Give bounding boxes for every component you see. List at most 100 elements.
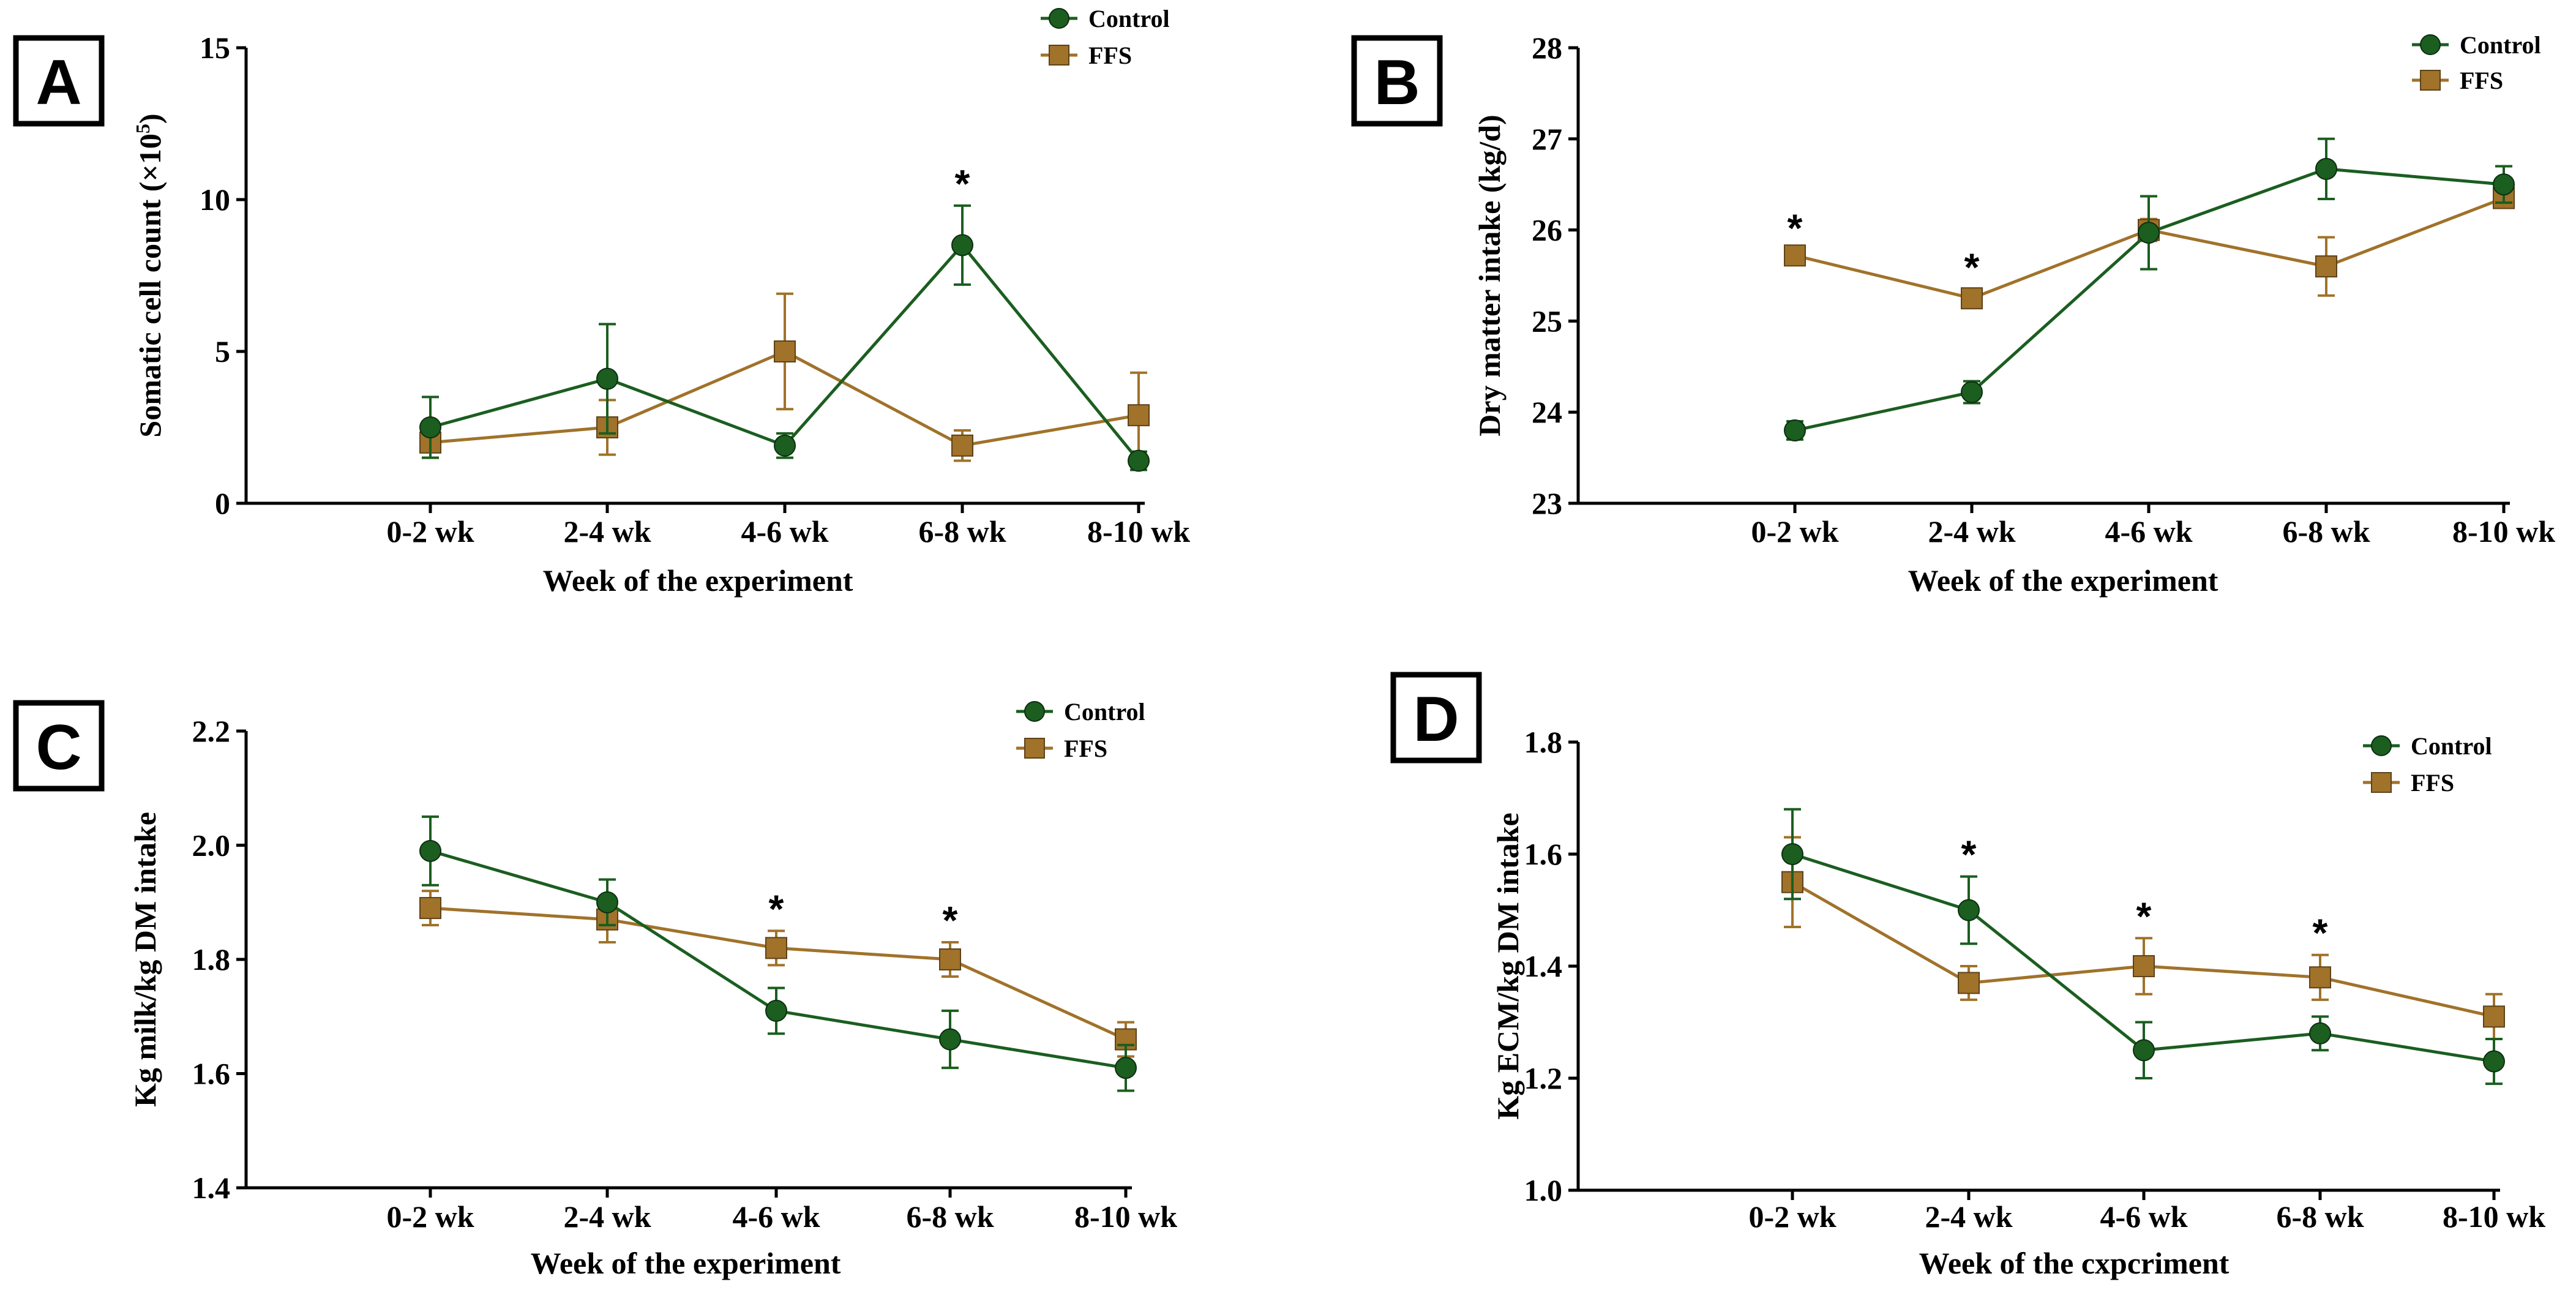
panel-b-ffs-point bbox=[1784, 244, 1806, 267]
panel-b-ytick-label: 26 bbox=[1532, 213, 1562, 247]
panel-c-ytick-label: 2.0 bbox=[192, 828, 231, 863]
panel-c-legend-control-label: Control bbox=[1064, 698, 1145, 726]
panel-a-control-point bbox=[419, 416, 441, 438]
panel-a-xtick-label: 0-2 wk bbox=[386, 514, 474, 549]
panel-b-significance-star: * bbox=[1788, 206, 1803, 250]
panel-c-letter-box bbox=[13, 700, 105, 792]
panel-d-letter: D bbox=[1413, 684, 1459, 755]
panel-b-control-series bbox=[1784, 137, 2515, 441]
panel-b-letter-box bbox=[1351, 35, 1443, 127]
panel-a-legend-ffs-label: FFS bbox=[1088, 42, 1132, 69]
panel-a-xtick-label: 4-6 wk bbox=[741, 514, 828, 549]
panel-c-ffs-series bbox=[419, 890, 1137, 1058]
panel-a-xtick-label: 8-10 wk bbox=[1087, 514, 1190, 549]
panel-c-significance-star: * bbox=[769, 887, 784, 931]
panel-c-xtick-label: 6-8 wk bbox=[906, 1199, 994, 1234]
panel-a-control-series bbox=[419, 204, 1150, 472]
panel-d-xtick-label: 6-8 wk bbox=[2276, 1199, 2364, 1234]
panel-a-significance-star: * bbox=[955, 162, 970, 206]
panel-a-xtick-label: 2-4 wk bbox=[563, 514, 651, 549]
panel-a-ffs-point bbox=[951, 434, 973, 457]
panel-a-ytick-label: 15 bbox=[200, 31, 230, 65]
panel-b-ytick-label: 24 bbox=[1532, 395, 1562, 429]
panel-b-legend-ffs-label: FFS bbox=[2460, 67, 2503, 94]
panel-a-legend-ffs-marker bbox=[1049, 45, 1069, 66]
panel-b-xtick-label: 2-4 wk bbox=[1928, 514, 2015, 549]
panel-a-ffs-point bbox=[1128, 404, 1150, 427]
panel-c-xtick-label: 8-10 wk bbox=[1074, 1199, 1177, 1234]
panel-a-x-axis-title: Week of the experiment bbox=[543, 563, 853, 598]
panel-d-y-axis-title: Kg ECM/kg DM intake bbox=[1491, 812, 1525, 1119]
panel-d-ytick-label: 1.8 bbox=[1524, 725, 1563, 759]
panel-c-xtick-label: 0-2 wk bbox=[386, 1199, 474, 1234]
panel-a-letter-box bbox=[13, 35, 105, 127]
panel-c-significance-star: * bbox=[943, 898, 958, 942]
panel-a-control-point bbox=[951, 234, 973, 257]
panel-d-ytick-label: 1.4 bbox=[1524, 949, 1563, 983]
panel-b-ytick-label: 28 bbox=[1532, 31, 1562, 65]
panel-b-ytick-label: 27 bbox=[1532, 122, 1562, 156]
panel-c-control-line bbox=[430, 849, 1126, 1070]
panel-b-control-point bbox=[2138, 222, 2160, 244]
panel-a-y-axis-title-main: Somatic cell count (×10 bbox=[133, 133, 167, 437]
panel-a-legend-control-marker bbox=[1049, 8, 1069, 29]
panel-d-ytick-label: 1.0 bbox=[1524, 1173, 1563, 1207]
panel-b-ffs-point bbox=[2315, 255, 2337, 278]
panel-d-xtick-label: 2-4 wk bbox=[1925, 1199, 2012, 1234]
panel-a-y-axis-title-sup: 5 bbox=[132, 124, 154, 133]
panel-b-control-point bbox=[2315, 157, 2337, 180]
panel-c-ytick-label: 1.6 bbox=[192, 1057, 231, 1091]
panel-d-control-series bbox=[1781, 808, 2505, 1086]
panel-d-xtick-label: 0-2 wk bbox=[1748, 1199, 1836, 1234]
panel-d-significance-star: * bbox=[2136, 894, 2152, 938]
panel-b-legend-control-marker bbox=[2420, 34, 2441, 55]
panel-c-control-point bbox=[419, 839, 441, 862]
panel-c-letter: C bbox=[36, 712, 81, 783]
panel-d-ffs-point bbox=[2483, 1005, 2505, 1028]
panel-b-y-axis-title: Dry matter intake (kg/d) bbox=[1472, 114, 1507, 436]
panel-b-xtick-label: 0-2 wk bbox=[1751, 514, 1838, 549]
panel-c-xtick-label: 2-4 wk bbox=[563, 1199, 651, 1234]
panel-d-xtick-label: 4-6 wk bbox=[2100, 1199, 2187, 1234]
panel-b-ytick-label: 25 bbox=[1532, 304, 1562, 338]
panel-c-xtick-label: 4-6 wk bbox=[732, 1199, 820, 1234]
panel-a-control-point bbox=[1128, 449, 1150, 472]
panel-a-y-axis-title: Somatic cell count (×105) bbox=[132, 113, 167, 437]
panel-c-ffs-point bbox=[939, 948, 961, 970]
panel-a-ffs-series bbox=[419, 292, 1150, 462]
panel-d-ffs-point bbox=[2133, 955, 2155, 977]
panel-a-control-point bbox=[596, 367, 618, 390]
panel-d-control-point bbox=[2133, 1039, 2155, 1062]
panel-c-control-point bbox=[939, 1028, 961, 1051]
panel-d-legend-control-label: Control bbox=[2411, 732, 2492, 760]
panel-b-letter: B bbox=[1374, 47, 1420, 118]
panel-a-control-point bbox=[774, 434, 796, 457]
panel-d-legend-ffs-marker bbox=[2371, 772, 2392, 793]
panel-b-xtick-label: 6-8 wk bbox=[2282, 514, 2370, 549]
panel-d-legend-control-marker bbox=[2371, 735, 2392, 756]
panel-c: C 1.4 1.6 1.8 2.0 2.2 0-2 wk 2-4 wk 4-6 wk 6-8 wk… bbox=[13, 698, 1177, 1280]
panel-c-y-axis-title: Kg milk/kg DM intake bbox=[128, 812, 162, 1107]
panel-d-letter-box bbox=[1390, 672, 1482, 763]
panel-b-control-point bbox=[1784, 419, 1806, 441]
panel-d-control-point bbox=[1781, 843, 1803, 865]
panel-a-ytick-label: 10 bbox=[200, 182, 230, 217]
panel-d-control-point bbox=[2483, 1050, 2505, 1073]
panel-c-ytick-label: 2.2 bbox=[192, 714, 231, 748]
panel-d-significance-star: * bbox=[2313, 911, 2328, 955]
panel-c-legend-ffs-label: FFS bbox=[1064, 735, 1107, 762]
panel-d: D 1.0 1.2 1.4 1.6 1.8 0-2 wk 2-4 wk 4-6 wk 6-8 wk… bbox=[1390, 672, 2545, 1280]
panel-d-ffs-point bbox=[1958, 972, 1980, 994]
panel-c-ytick-label: 1.4 bbox=[192, 1171, 231, 1205]
panel-a: A 0 5 10 15 0-2 wk 2-4 wk 4-6 wk 6-8 wk 8-10 wk We… bbox=[13, 5, 1190, 598]
panel-c-control-point bbox=[596, 891, 618, 913]
panel-c-legend-control-marker bbox=[1024, 701, 1045, 722]
panel-a-ffs-point bbox=[774, 340, 796, 362]
panel-c-legend-ffs-marker bbox=[1024, 738, 1045, 759]
panel-c-control-point bbox=[765, 999, 787, 1022]
panel-d-control-point bbox=[1958, 899, 1980, 921]
panel-b: B 23 24 25 26 27 28 0-2 wk 2-4 wk 4-6 wk 6-8 wk 8-1… bbox=[1351, 31, 2555, 598]
panel-b-xtick-label: 8-10 wk bbox=[2452, 514, 2555, 549]
panel-d-ffs-point bbox=[2309, 966, 2331, 989]
